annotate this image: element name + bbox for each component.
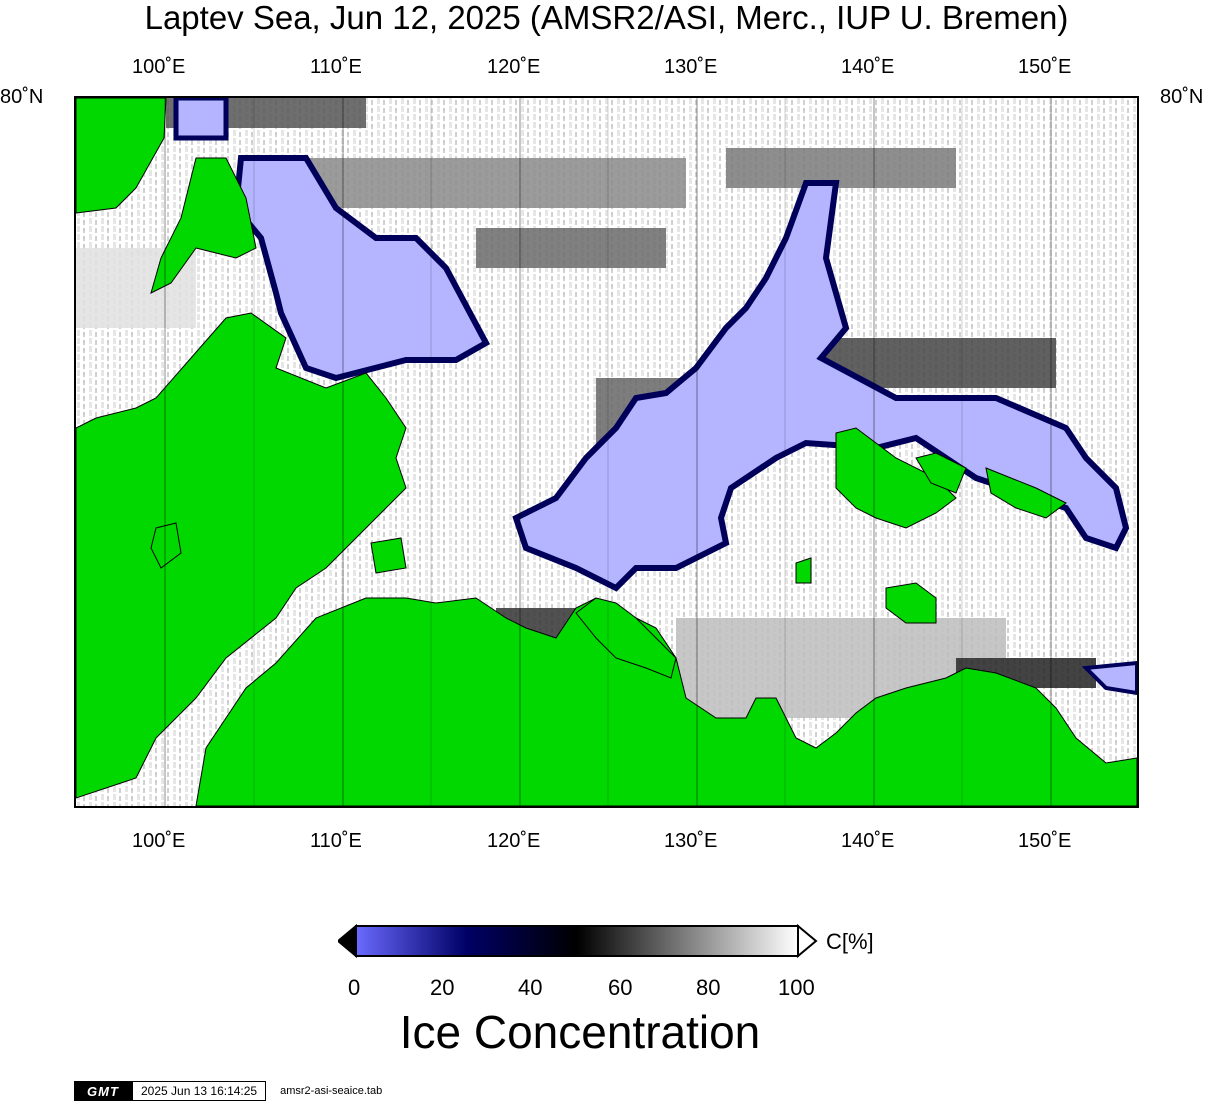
- map-title: Laptev Sea, Jun 12, 2025 (AMSR2/ASI, Mer…: [144, 0, 1069, 36]
- gmt-timestamp: 2025 Jun 13 16:14:25: [132, 1081, 267, 1101]
- colorbar-gradient: [355, 925, 799, 957]
- map-frame[interactable]: [74, 96, 1139, 808]
- colorbar-tick-60: 60: [608, 975, 633, 1000]
- gmt-logo: GMT: [74, 1081, 132, 1101]
- land-faddeyevsky: [915, 452, 967, 494]
- land-severnaya-bolshevik: [150, 157, 257, 294]
- land-siberia: [195, 597, 1137, 806]
- lon-label-bottom-150: 150˚E: [1018, 830, 1072, 852]
- ice-map: [76, 98, 1137, 806]
- land-island-1: [370, 537, 407, 574]
- colorbar-high-triangle: [797, 924, 818, 958]
- land-bolshoy-lyakhovsky: [885, 582, 937, 624]
- lon-label-top-140: 140˚E: [841, 56, 895, 78]
- gmt-file-label: amsr2-asi-seaice.tab: [280, 1085, 383, 1097]
- lat-label-right: 80˚N: [1160, 86, 1204, 108]
- lon-label-bottom-100: 100˚E: [132, 830, 186, 852]
- lon-label-top-130: 130˚E: [664, 56, 718, 78]
- lon-label-bottom-140: 140˚E: [841, 830, 895, 852]
- land: [76, 98, 1137, 806]
- land-lena-delta: [575, 597, 677, 679]
- colorbar-tick-100: 100: [778, 975, 815, 1000]
- colorbar-tick-80: 80: [696, 975, 721, 1000]
- land-kotelny: [835, 427, 957, 529]
- lon-label-top-120: 120˚E: [487, 56, 541, 78]
- land-island-2: [150, 522, 182, 569]
- colorbar-low-triangle: [338, 924, 357, 958]
- land-small-island-3: [795, 557, 812, 584]
- lon-label-bottom-130: 130˚E: [664, 830, 718, 852]
- land-new-siberia: [985, 467, 1067, 519]
- graticule: [164, 98, 1052, 806]
- land-severnaya-north: [76, 98, 167, 214]
- lon-label-bottom-120: 120˚E: [487, 830, 541, 852]
- land-taymyr: [76, 312, 407, 799]
- colorbar-tick-0: 0: [348, 975, 361, 1000]
- colorbar-unit: C[%]: [826, 929, 874, 954]
- colorbar-tick-20: 20: [430, 975, 455, 1000]
- colorbar-tick-40: 40: [518, 975, 543, 1000]
- colorbar: [338, 924, 820, 958]
- lon-label-bottom-110: 110˚E: [310, 830, 362, 852]
- open-water-polynyas: [173, 98, 1137, 696]
- lon-label-top-150: 150˚E: [1018, 56, 1072, 78]
- lon-label-top-100: 100˚E: [132, 56, 186, 78]
- gmt-footer: GMT 2025 Jun 13 16:14:25 amsr2-asi-seaic…: [74, 1080, 382, 1102]
- lon-label-top-110: 110˚E: [310, 56, 362, 78]
- colorbar-title: Ice Concentration: [399, 1006, 761, 1058]
- lat-label-left: 80˚N: [0, 86, 44, 108]
